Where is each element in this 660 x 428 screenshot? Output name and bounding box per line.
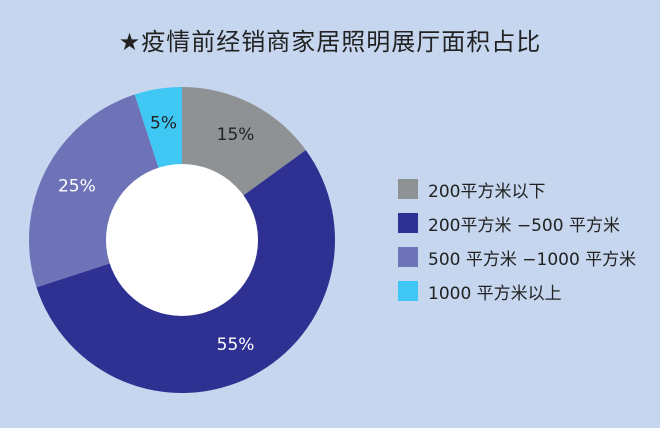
legend-swatch-2	[398, 247, 418, 267]
legend: 200平方米以下 200平方米 −500 平方米 500 平方米 −1000 平…	[398, 172, 636, 308]
donut-hole	[106, 164, 258, 316]
data-label-2: 25%	[58, 176, 96, 196]
legend-swatch-3	[398, 281, 418, 301]
legend-swatch-0	[398, 179, 418, 199]
chart-title: ★疫情前经销商家居照明展厅面积占比	[118, 28, 542, 56]
data-label-3: 5%	[150, 113, 177, 133]
legend-label: 200平方米 −500 平方米	[428, 215, 620, 236]
legend-label: 1000 平方米以上	[428, 283, 562, 304]
data-label-0: 15%	[217, 125, 255, 145]
data-label-1: 55%	[217, 335, 255, 355]
legend-item: 200平方米以下	[398, 172, 636, 206]
legend-label: 500 平方米 −1000 平方米	[428, 249, 637, 270]
legend-item: 1000 平方米以上	[398, 274, 636, 308]
legend-item: 500 平方米 −1000 平方米	[398, 240, 636, 274]
legend-label: 200平方米以下	[428, 181, 546, 202]
legend-item: 200平方米 −500 平方米	[398, 206, 636, 240]
legend-swatch-1	[398, 213, 418, 233]
